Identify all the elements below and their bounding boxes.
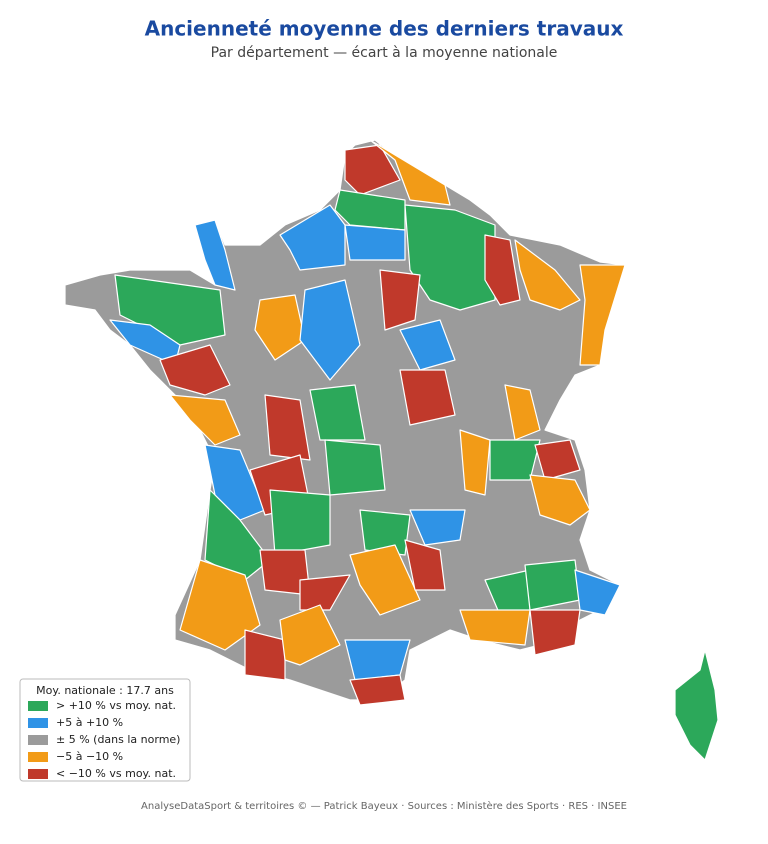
department (309, 384, 366, 441)
department (254, 294, 306, 361)
department (504, 384, 541, 441)
department (514, 239, 581, 311)
legend-swatch (28, 701, 48, 711)
legend: Moy. nationale : 17.7 ans > +10 % vs moy… (19, 678, 191, 782)
department (324, 439, 386, 496)
department (244, 629, 286, 681)
department (489, 439, 541, 481)
legend-swatch (28, 735, 48, 745)
department (344, 639, 411, 681)
department (379, 269, 421, 331)
france-map (64, 139, 719, 761)
department (279, 604, 341, 666)
department (169, 394, 241, 446)
department (529, 474, 591, 526)
department (459, 609, 531, 646)
department (534, 439, 581, 481)
department (269, 489, 331, 556)
department (159, 344, 231, 396)
department (114, 274, 226, 346)
department (349, 674, 406, 706)
department (299, 279, 361, 381)
department (264, 394, 311, 461)
department (369, 139, 451, 206)
department (349, 544, 421, 616)
legend-label: < −10 % vs moy. nat. (56, 767, 176, 780)
legend-box (19, 678, 191, 782)
department (404, 539, 446, 591)
legend-label: −5 à −10 % (56, 750, 123, 763)
department (574, 569, 621, 616)
department (299, 574, 351, 611)
department (399, 369, 456, 426)
department (399, 319, 456, 371)
legend-title: Moy. nationale : 17.7 ans (36, 684, 174, 697)
legend-swatch (28, 718, 48, 728)
legend-label: ± 5 % (dans la norme) (56, 733, 180, 746)
department (344, 224, 406, 261)
legend-label: > +10 % vs moy. nat. (56, 699, 176, 712)
department (279, 204, 346, 271)
legend-swatch (28, 769, 48, 779)
department (344, 144, 401, 196)
corsica (674, 649, 719, 761)
department (409, 509, 466, 546)
department (194, 219, 236, 291)
department (484, 234, 521, 306)
title: Ancienneté moyenne des derniers travaux (145, 17, 624, 41)
subtitle: Par département — écart à la moyenne nat… (211, 45, 558, 61)
department (359, 509, 411, 556)
footer: AnalyseDataSport & territoires © — Patri… (141, 800, 627, 812)
department (204, 444, 266, 521)
department (579, 264, 626, 366)
department (529, 609, 581, 656)
department (204, 489, 271, 581)
legend-swatch (28, 752, 48, 762)
department (459, 429, 491, 496)
legend-label: +5 à +10 % (56, 716, 123, 729)
department (179, 559, 261, 651)
